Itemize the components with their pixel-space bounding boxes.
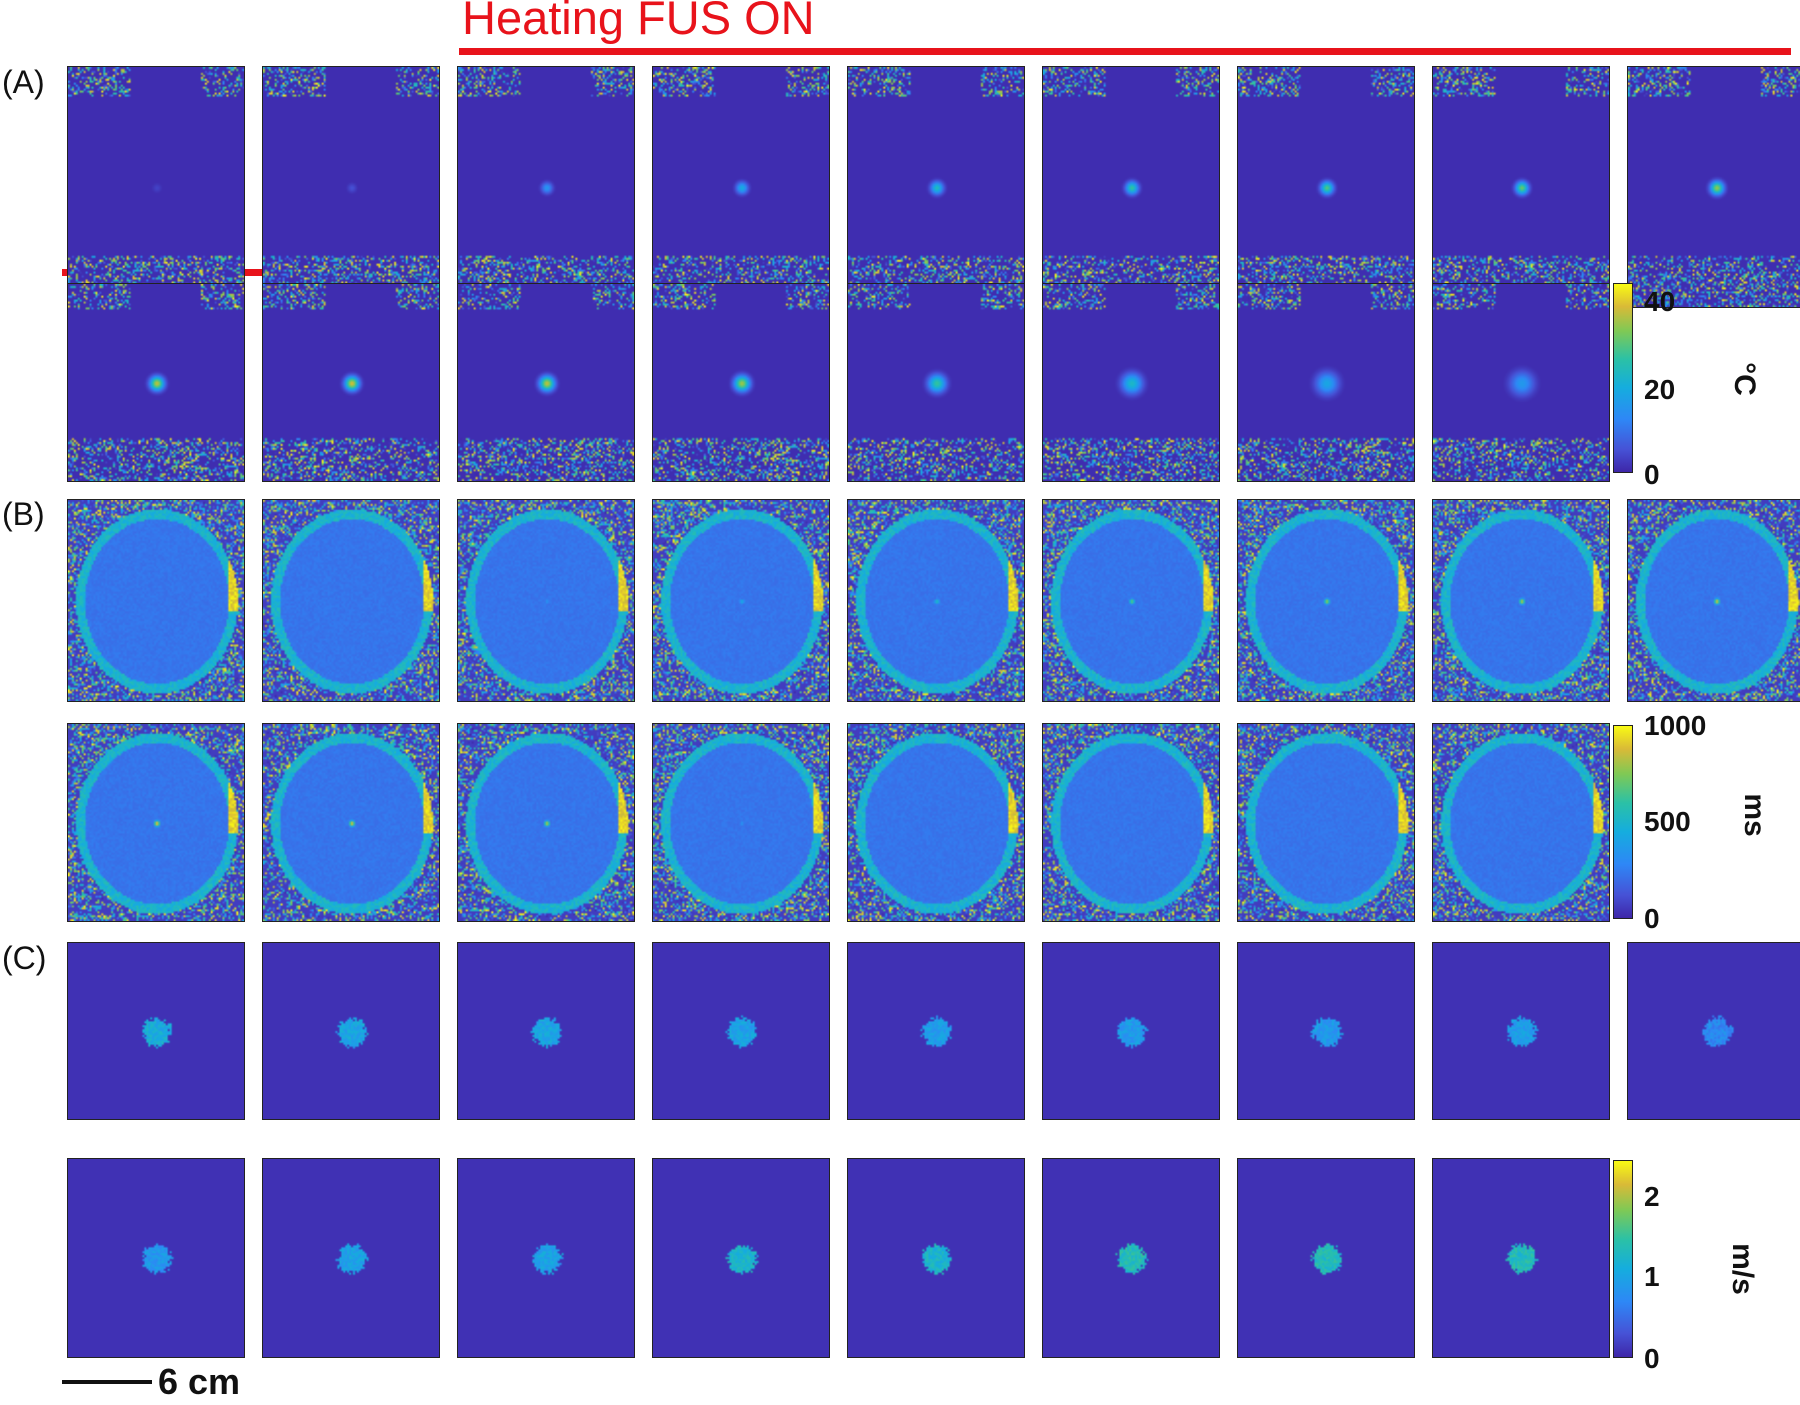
temperature-map-tile (1237, 283, 1415, 482)
colorbar-stiffness (1613, 1160, 1633, 1358)
t1-map-tile (457, 499, 635, 702)
colorbar-tick: 0 (1644, 459, 1660, 490)
temperature-map-tile (1432, 283, 1610, 482)
heating-continuation-bar (62, 269, 436, 276)
stiffness-map-tile (652, 1158, 830, 1358)
colorbar-tick: 1 (1644, 1261, 1660, 1292)
t1-map-tile (67, 499, 245, 702)
temperature-map-tile (1432, 66, 1610, 308)
stiffness-map-tile (847, 1158, 1025, 1358)
stiffness-map-tile (847, 942, 1025, 1120)
temperature-map-tile (652, 66, 830, 308)
t1-map-tile (67, 723, 245, 922)
heating-fus-on-label: Heating FUS ON (462, 0, 815, 44)
colorbar-unit-temperature: °C (1728, 362, 1761, 396)
colorbar-tick: 500 (1644, 806, 1691, 837)
stiffness-map-tile (1432, 1158, 1610, 1358)
temperature-map-tile (652, 283, 830, 482)
t1-map-tile (652, 723, 830, 922)
t1-map-tile (262, 499, 440, 702)
temperature-map-tile (847, 283, 1025, 482)
temperature-map-tile (457, 66, 635, 308)
colorbar-tick: 0 (1644, 903, 1660, 934)
t1-map-tile (1042, 499, 1220, 702)
t1-map-tile (1042, 723, 1220, 922)
colorbar-tick: 1000 (1644, 710, 1707, 741)
temperature-map-tile (262, 283, 440, 482)
heating-on-bar (459, 48, 1791, 55)
stiffness-map-tile (262, 1158, 440, 1358)
temperature-map-tile (1042, 66, 1220, 308)
panel-label-b: (B) (2, 496, 45, 532)
temperature-map-tile (1627, 66, 1800, 308)
stiffness-map-tile (457, 1158, 635, 1358)
stiffness-map-tile (652, 942, 830, 1120)
t1-map-tile (847, 499, 1025, 702)
temperature-map-tile (847, 66, 1025, 308)
colorbar-tick: 20 (1644, 374, 1676, 405)
temperature-map-tile (262, 66, 440, 308)
scale-bar (62, 1380, 152, 1384)
stiffness-map-tile (1042, 1158, 1220, 1358)
t1-map-tile (262, 723, 440, 922)
colorbar-unit-t1: ms (1738, 793, 1771, 837)
panel-label-a: (A) (2, 64, 45, 100)
colorbar-tick: 40 (1644, 286, 1676, 317)
stiffness-map-tile (67, 942, 245, 1120)
t1-map-tile (1237, 499, 1415, 702)
stiffness-map-tile (1237, 942, 1415, 1120)
t1-map-tile (652, 499, 830, 702)
stiffness-map-tile (1237, 1158, 1415, 1358)
t1-map-tile (457, 723, 635, 922)
stiffness-map-tile (262, 942, 440, 1120)
colorbar-unit-stiffness: m/s (1726, 1243, 1759, 1295)
scale-bar-label: 6 cm (158, 1361, 241, 1402)
temperature-map-tile (67, 66, 245, 308)
temperature-map-tile (1237, 66, 1415, 308)
t1-map-tile (1432, 723, 1610, 922)
stiffness-map-tile (1432, 942, 1610, 1120)
temperature-map-tile (1042, 283, 1220, 482)
t1-map-tile (1237, 723, 1415, 922)
stiffness-map-tile (457, 942, 635, 1120)
t1-map-tile (847, 723, 1025, 922)
stiffness-map-tile (1042, 942, 1220, 1120)
stiffness-map-tile (1627, 942, 1800, 1120)
colorbar-tick: 0 (1644, 1343, 1660, 1374)
panel-label-c: (C) (2, 940, 47, 976)
t1-map-tile (1627, 499, 1800, 702)
colorbar-t1 (1613, 725, 1633, 919)
colorbar-temperature (1613, 283, 1633, 473)
colorbar-tick: 2 (1644, 1181, 1660, 1212)
t1-map-tile (1432, 499, 1610, 702)
temperature-map-tile (457, 283, 635, 482)
temperature-map-tile (67, 283, 245, 482)
stiffness-map-tile (67, 1158, 245, 1358)
